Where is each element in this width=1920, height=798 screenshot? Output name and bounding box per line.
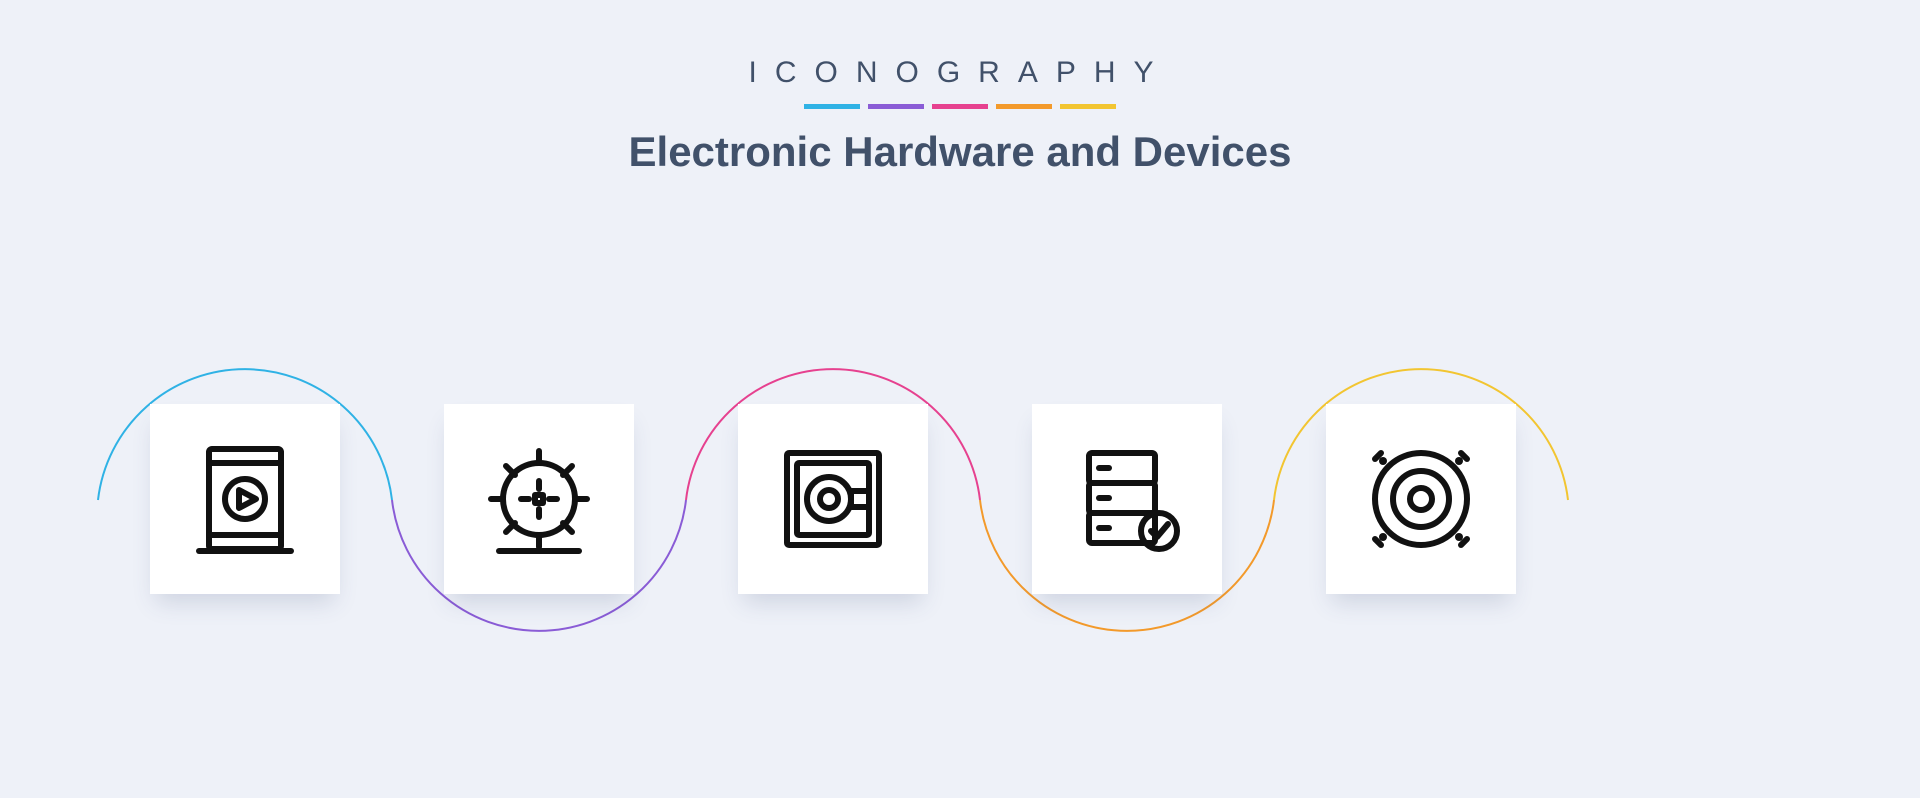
gear-target-icon bbox=[444, 404, 634, 594]
accent-bar bbox=[795, 104, 1125, 110]
page-title: Electronic Hardware and Devices bbox=[0, 128, 1920, 176]
server-check-icon bbox=[1032, 404, 1222, 594]
accent-swatch bbox=[1060, 104, 1116, 109]
accent-swatch bbox=[932, 104, 988, 109]
accent-swatch bbox=[804, 104, 860, 109]
accent-swatch bbox=[868, 104, 924, 109]
speaker-woofer-icon bbox=[1326, 404, 1516, 594]
header: ICONOGRAPHY Electronic Hardware and Devi… bbox=[0, 56, 1920, 176]
safe-box-icon bbox=[738, 404, 928, 594]
brand-text: ICONOGRAPHY bbox=[0, 56, 1920, 90]
accent-swatch bbox=[996, 104, 1052, 109]
canvas: ICONOGRAPHY Electronic Hardware and Devi… bbox=[0, 0, 1920, 798]
tablet-play-icon bbox=[150, 404, 340, 594]
